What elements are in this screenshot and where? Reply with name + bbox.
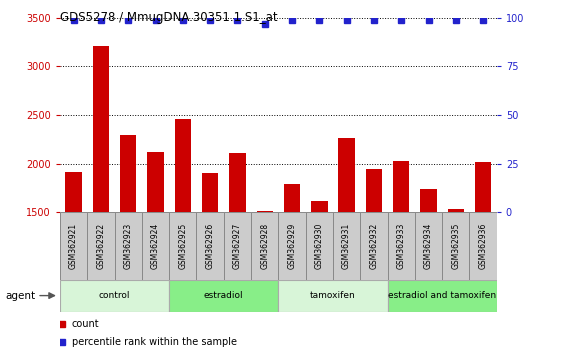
Text: GSM362926: GSM362926 xyxy=(206,223,215,269)
Bar xyxy=(175,119,191,212)
Bar xyxy=(448,209,464,212)
Text: GSM362927: GSM362927 xyxy=(233,223,242,269)
Bar xyxy=(311,201,328,212)
Bar xyxy=(224,212,251,280)
Text: count: count xyxy=(72,319,99,329)
Bar xyxy=(279,280,388,312)
Bar xyxy=(142,212,169,280)
Bar xyxy=(147,152,164,212)
Bar xyxy=(229,153,246,212)
Text: GSM362936: GSM362936 xyxy=(478,223,488,269)
Bar xyxy=(169,212,196,280)
Text: estradiol: estradiol xyxy=(204,291,244,300)
Bar xyxy=(120,136,136,212)
Text: control: control xyxy=(99,291,130,300)
Bar xyxy=(66,172,82,212)
Bar xyxy=(393,161,409,212)
Bar xyxy=(420,189,437,212)
Bar xyxy=(442,212,469,280)
Text: GSM362931: GSM362931 xyxy=(342,223,351,269)
Text: GSM362928: GSM362928 xyxy=(260,223,269,269)
Text: tamoxifen: tamoxifen xyxy=(310,291,356,300)
Bar xyxy=(196,212,224,280)
Text: GSM362932: GSM362932 xyxy=(369,223,379,269)
Text: estradiol and tamoxifen: estradiol and tamoxifen xyxy=(388,291,496,300)
Text: GSM362930: GSM362930 xyxy=(315,223,324,269)
Text: GDS5278 / MmugDNA.30351.1.S1_at: GDS5278 / MmugDNA.30351.1.S1_at xyxy=(60,11,278,24)
Bar xyxy=(284,184,300,212)
Bar xyxy=(60,280,169,312)
Bar xyxy=(60,212,87,280)
Text: GSM362922: GSM362922 xyxy=(96,223,106,269)
Bar xyxy=(475,162,491,212)
Text: GSM362923: GSM362923 xyxy=(124,223,132,269)
Bar xyxy=(202,173,218,212)
Text: GSM362933: GSM362933 xyxy=(397,223,406,269)
Text: percentile rank within the sample: percentile rank within the sample xyxy=(72,337,237,347)
Bar xyxy=(388,212,415,280)
Text: GSM362929: GSM362929 xyxy=(288,223,296,269)
Bar xyxy=(169,280,279,312)
Text: GSM362935: GSM362935 xyxy=(451,223,460,269)
Bar xyxy=(415,212,442,280)
Bar xyxy=(305,212,333,280)
Text: GSM362921: GSM362921 xyxy=(69,223,78,269)
Bar xyxy=(93,46,109,212)
Text: GSM362925: GSM362925 xyxy=(178,223,187,269)
Text: GSM362924: GSM362924 xyxy=(151,223,160,269)
Bar xyxy=(256,211,273,212)
Bar xyxy=(360,212,388,280)
Bar xyxy=(87,212,115,280)
Bar xyxy=(469,212,497,280)
Bar xyxy=(388,280,497,312)
Bar xyxy=(115,212,142,280)
Bar xyxy=(333,212,360,280)
Text: GSM362934: GSM362934 xyxy=(424,223,433,269)
Bar xyxy=(365,169,382,212)
Text: agent: agent xyxy=(6,291,36,301)
Bar xyxy=(339,138,355,212)
Bar xyxy=(279,212,305,280)
Bar xyxy=(251,212,279,280)
